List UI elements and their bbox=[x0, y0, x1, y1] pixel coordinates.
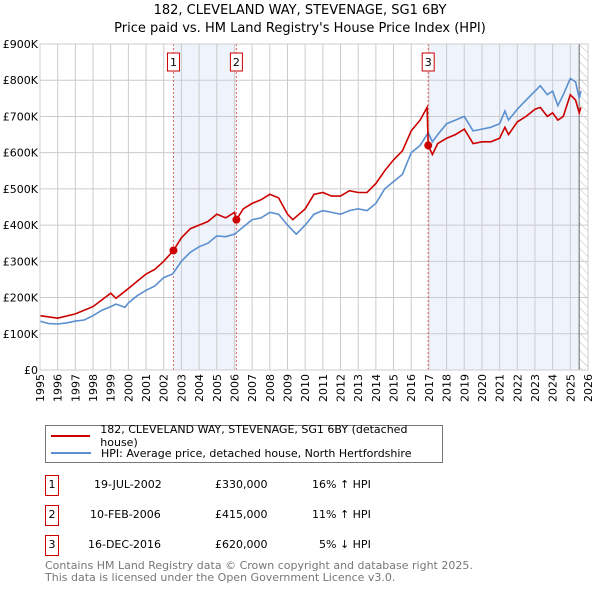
legend-line-hpi bbox=[51, 452, 91, 454]
x-tick-label: 2007 bbox=[246, 374, 259, 402]
y-tick-label: £100K bbox=[3, 328, 39, 341]
price-chart: 1995 1996 1997 1998 1999 2000 2001 2002 2003 2004… bbox=[3, 38, 595, 402]
sale-hpi-diff: 5% ↓ HPI bbox=[319, 538, 371, 551]
sale-label: 3 bbox=[425, 56, 432, 69]
x-tick-label: 2021 bbox=[494, 374, 507, 402]
sale-date: 10-FEB-2006 bbox=[90, 508, 161, 521]
x-tick-label: 1995 bbox=[34, 374, 47, 402]
x-tick-label: 2015 bbox=[388, 374, 401, 402]
sale-row: 1 19-JUL-2002 £330,000 16% ↑ HPI bbox=[45, 475, 445, 496]
sale-label: 1 bbox=[170, 56, 177, 69]
x-tick-label: 2011 bbox=[317, 374, 330, 402]
sale-date: 19-JUL-2002 bbox=[94, 478, 162, 491]
forecast-hatch bbox=[579, 44, 588, 370]
sale-row: 3 16-DEC-2016 £620,000 5% ↓ HPI bbox=[45, 535, 445, 556]
y-tick-label: £700K bbox=[3, 110, 39, 123]
sale-period-shading bbox=[173, 44, 237, 370]
x-tick-label: 2009 bbox=[281, 374, 294, 402]
y-tick-label: £900K bbox=[3, 38, 39, 51]
x-tick-label: 2016 bbox=[405, 374, 418, 402]
sale-price: £330,000 bbox=[215, 478, 268, 491]
legend-label-property: 182, CLEVELAND WAY, STEVENAGE, SG1 6BY (… bbox=[100, 423, 408, 449]
x-tick-label: 2018 bbox=[441, 374, 454, 402]
sale-date: 16-DEC-2016 bbox=[88, 538, 162, 551]
sale-label: 2 bbox=[233, 56, 240, 69]
chart-title: 182, CLEVELAND WAY, STEVENAGE, SG1 6BY bbox=[153, 3, 447, 18]
x-tick-label: 2025 bbox=[564, 374, 577, 402]
sale-price: £620,000 bbox=[215, 538, 268, 551]
legend-line-property bbox=[51, 435, 91, 437]
sale-row: 2 10-FEB-2006 £415,000 11% ↑ HPI bbox=[45, 505, 445, 526]
x-tick-label: 2012 bbox=[335, 374, 348, 402]
footer-copyright: Contains HM Land Registry data © Crown c… bbox=[45, 559, 473, 572]
x-tick-label: 2017 bbox=[423, 374, 436, 402]
sale-period-shading bbox=[428, 44, 580, 370]
sale-hpi-diff: 16% ↑ HPI bbox=[312, 478, 371, 491]
sale-label-box bbox=[166, 52, 180, 72]
x-tick-label: 2003 bbox=[175, 374, 188, 402]
legend: 182, CLEVELAND WAY, STEVENAGE, SG1 6BY (… bbox=[45, 423, 443, 463]
sale-point bbox=[169, 246, 178, 255]
x-tick-label: 2013 bbox=[352, 374, 365, 402]
x-tick-label: 2022 bbox=[511, 374, 524, 402]
chart-subtitle: Price paid vs. HM Land Registry's House … bbox=[114, 21, 486, 36]
y-tick-label: £400K bbox=[3, 219, 39, 232]
x-tick-label: 2020 bbox=[476, 374, 489, 402]
y-tick-label: £300K bbox=[3, 255, 39, 268]
legend-label-hpi: HPI: Average price, detached house, Nort… bbox=[101, 446, 412, 460]
x-tick-label: 1997 bbox=[69, 374, 82, 402]
sale-label-box bbox=[229, 52, 243, 72]
x-tick-label: 1996 bbox=[52, 374, 65, 402]
x-tick-label: 2010 bbox=[299, 374, 312, 402]
footer-licence: This data is licensed under the Open Gov… bbox=[45, 571, 396, 584]
x-tick-label: 2019 bbox=[458, 374, 471, 402]
x-tick-label: 1999 bbox=[105, 374, 118, 402]
x-tick-label: 2004 bbox=[193, 374, 206, 402]
y-tick-label: £500K bbox=[3, 183, 39, 196]
sale-marker: 1 bbox=[45, 475, 59, 496]
x-tick-label: 2024 bbox=[547, 374, 560, 402]
sale-hpi-diff: 11% ↑ HPI bbox=[312, 508, 371, 521]
x-tick-label: 2014 bbox=[370, 374, 383, 402]
sale-marker: 3 bbox=[45, 535, 59, 556]
sale-price: £415,000 bbox=[215, 508, 268, 521]
x-tick-label: 2000 bbox=[122, 374, 135, 402]
x-tick-label: 2001 bbox=[140, 374, 153, 402]
x-tick-label: 2023 bbox=[529, 374, 542, 402]
x-tick-label: 2002 bbox=[158, 374, 171, 402]
sale-marker: 2 bbox=[45, 505, 59, 526]
sale-point bbox=[232, 215, 241, 224]
y-tick-label: £200K bbox=[3, 292, 39, 305]
x-tick-label: 2026 bbox=[582, 374, 595, 402]
hpi-line bbox=[39, 77, 582, 325]
x-tick-label: 2006 bbox=[228, 374, 241, 402]
x-tick-label: 1998 bbox=[87, 374, 100, 402]
sale-label-box bbox=[421, 52, 435, 72]
sale-point bbox=[424, 141, 433, 150]
plot-frame bbox=[39, 43, 589, 371]
x-tick-label: 2005 bbox=[211, 374, 224, 402]
y-tick-label: £600K bbox=[3, 147, 39, 160]
x-tick-label: 2008 bbox=[264, 374, 277, 402]
y-tick-label: £800K bbox=[3, 74, 39, 87]
y-tick-label: £0 bbox=[24, 364, 38, 377]
